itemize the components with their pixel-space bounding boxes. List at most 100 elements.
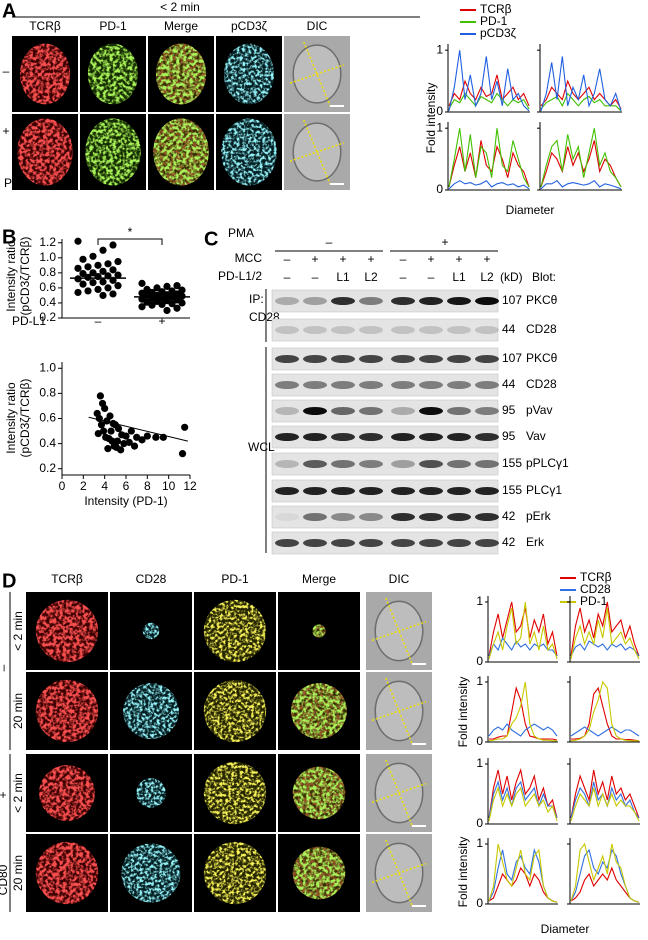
group-name: CD80 [0, 864, 10, 895]
lane-value: + [455, 252, 462, 266]
profile-line [448, 74, 530, 107]
blot-band [447, 326, 471, 334]
kd-label: 95 [502, 429, 516, 443]
significance: * [128, 225, 133, 239]
cell-speckle [39, 765, 95, 821]
lane-value: + [339, 252, 346, 266]
data-point [153, 284, 161, 292]
lane-value: + [367, 252, 374, 266]
blot-band [475, 433, 499, 441]
y-tick-label: 0 [476, 896, 483, 910]
profile-line [489, 685, 558, 741]
lane-value: – [428, 270, 435, 284]
blot-band [331, 433, 355, 441]
y-tick-label: 1 [436, 42, 443, 56]
blot-strip [271, 318, 499, 342]
y-tick-label: 0.8 [39, 386, 56, 400]
data-point [178, 286, 186, 294]
blot-band [391, 460, 415, 468]
blot-band [275, 433, 299, 441]
dashed-line [289, 142, 345, 162]
blot-band [447, 487, 471, 495]
blot-band [419, 355, 443, 363]
blot-band [359, 381, 383, 389]
blot-band [475, 297, 499, 305]
data-point [94, 261, 102, 269]
y-tick-label: 1 [476, 756, 483, 770]
blot-band [275, 407, 299, 415]
axis [61, 362, 190, 476]
blot-band [391, 433, 415, 441]
data-point [114, 282, 122, 290]
data-point [94, 285, 102, 294]
cell-speckle [203, 679, 267, 743]
data-point [107, 427, 115, 435]
blot-band [331, 326, 355, 334]
y-tick-label: 1 [476, 594, 483, 608]
profile-line [448, 179, 530, 190]
profile-line [570, 726, 640, 737]
cell-speckle [87, 43, 139, 105]
axis-title: Diameter [506, 203, 555, 217]
row-group-label: PD-L1 [4, 176, 38, 190]
blot-band [303, 381, 327, 389]
blot-band [275, 460, 299, 468]
blot-band [447, 433, 471, 441]
data-point [89, 269, 97, 277]
kd-label: 42 [502, 535, 516, 549]
blot-band [331, 381, 355, 389]
dashed-line [371, 862, 427, 884]
dashed-line [303, 119, 331, 185]
blot-band [391, 407, 415, 415]
data-point [163, 306, 171, 315]
kd-label: 107 [502, 293, 522, 307]
row-label: < 2 min [11, 611, 25, 651]
blot-band [275, 381, 299, 389]
protein-label: PLCγ1 [526, 483, 562, 497]
protein-label: CD28 [526, 322, 557, 336]
data-point [109, 241, 117, 249]
column-header: Merge [164, 19, 198, 33]
data-point [112, 443, 120, 451]
profile-line [570, 866, 640, 903]
cell-speckle [17, 118, 73, 186]
lane-value: + [483, 252, 490, 266]
data-point [158, 300, 166, 309]
y-tick-label: 1 [436, 120, 443, 134]
blot-band [275, 355, 299, 363]
blot-band [391, 355, 415, 363]
row-label: 20 min [11, 855, 25, 891]
y-tick-label: 0 [476, 816, 483, 830]
data-point [143, 432, 151, 440]
data-point [79, 280, 87, 288]
axis [539, 44, 622, 113]
data-point [74, 237, 82, 245]
data-point [99, 267, 107, 275]
kd-header: (kD) [500, 270, 523, 284]
y-tick-label: 0.6 [39, 411, 56, 425]
protein-label: CD28 [526, 377, 557, 391]
data-point [99, 291, 107, 300]
group-title: PD-L1 [12, 314, 46, 328]
data-point [103, 417, 111, 425]
axis-title: Fold intensity [456, 837, 470, 908]
data-point [148, 301, 156, 309]
blot-band [275, 539, 299, 547]
blot-band [303, 433, 327, 441]
kd-label: 95 [502, 403, 516, 417]
x-tick-label: 0 [59, 479, 66, 493]
treatment-value: + [441, 235, 448, 249]
protein-label: PKCθ [526, 351, 558, 365]
y-tick-label: 0.2 [39, 310, 56, 324]
ip-label: IP: [249, 292, 264, 306]
group-sign: + [0, 791, 10, 798]
column-header: TCRβ [51, 572, 83, 586]
cell-speckle [292, 766, 346, 820]
blot-band [475, 513, 499, 521]
column-header: PD-1 [221, 572, 249, 586]
profile-line [488, 601, 558, 660]
data-point [104, 445, 112, 453]
data-point [178, 299, 186, 307]
legend-label: TCRβ [480, 2, 512, 16]
data-point [94, 429, 102, 438]
